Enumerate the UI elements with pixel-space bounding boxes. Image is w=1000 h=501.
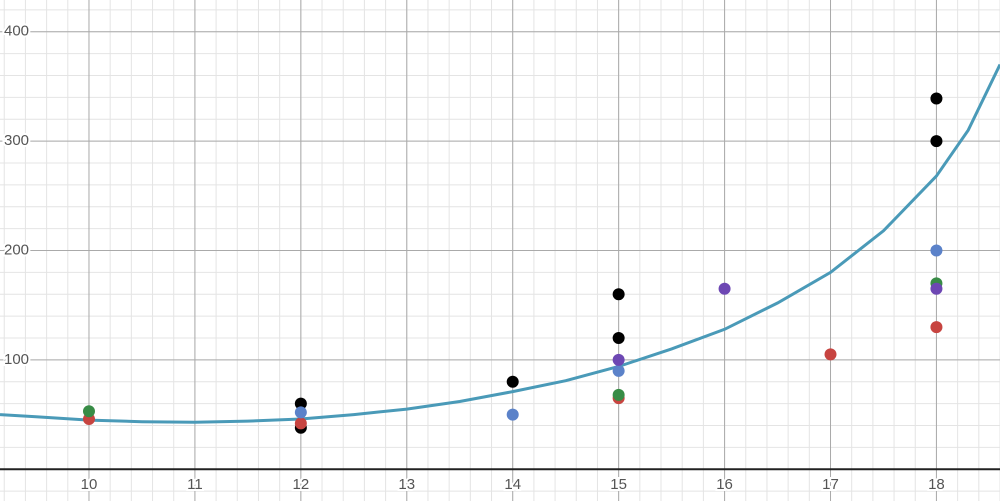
point	[506, 375, 519, 388]
y-tick-label: 200	[4, 241, 29, 258]
x-tick-label: 11	[187, 476, 203, 493]
point	[612, 353, 625, 366]
point	[930, 135, 943, 148]
point	[294, 406, 307, 419]
x-tick-label: 18	[928, 476, 945, 493]
point	[930, 321, 943, 334]
point	[612, 332, 625, 345]
point	[294, 397, 307, 410]
x-tick-label: 13	[398, 476, 415, 493]
point	[930, 92, 943, 105]
x-tick-label: 15	[610, 476, 627, 493]
point	[824, 348, 837, 361]
x-tick-label: 14	[504, 476, 521, 493]
point	[506, 408, 519, 421]
point	[612, 288, 625, 301]
point	[930, 282, 943, 295]
x-tick-label: 12	[293, 476, 310, 493]
y-tick-label: 400	[4, 23, 29, 40]
point	[718, 282, 731, 295]
point	[294, 417, 307, 430]
x-tick-label: 17	[822, 476, 839, 493]
y-tick-label: 300	[4, 132, 29, 149]
curve	[0, 63, 1000, 424]
point	[82, 405, 95, 418]
point	[612, 388, 625, 401]
x-tick-label: 10	[81, 476, 98, 493]
point	[612, 364, 625, 377]
x-tick-label: 16	[716, 476, 733, 493]
point	[930, 244, 943, 257]
y-tick-label: 100	[4, 351, 29, 368]
